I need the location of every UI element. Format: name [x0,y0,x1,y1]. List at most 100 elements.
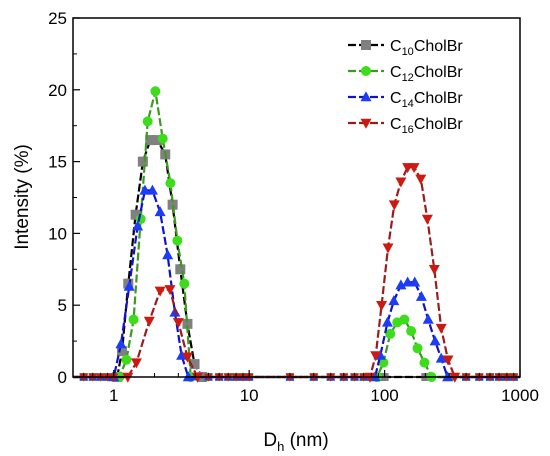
x-tick-label: 1000 [501,386,539,405]
data-point [399,314,410,325]
series-line [73,166,520,379]
data-point [182,318,193,329]
data-point [130,209,141,220]
legend-label-subscript: 12 [402,72,414,84]
data-point [165,178,176,189]
data-point [428,265,440,276]
data-point [150,86,161,97]
data-point [408,163,420,174]
legend-marker [361,66,371,76]
legend-entry: C10CholBr [348,38,463,58]
data-point [142,116,153,127]
y-axis-title: Intensity (%) [12,144,33,250]
y-tick-label: 5 [58,296,67,315]
data-point [381,316,393,327]
y-tick-label: 0 [58,368,67,387]
data-point [435,323,447,334]
legend-label-subscript: 10 [402,46,414,58]
data-point [388,200,400,211]
series-line [73,189,520,379]
data-point [130,358,142,369]
data-point [370,351,382,362]
series-10 [73,135,520,382]
data-point [382,243,394,254]
legend-entry: C14CholBr [348,90,463,110]
y-axis: 0 5 10 15 20 25 [48,9,80,387]
legend-label: C14CholBr [390,90,463,110]
data-point [152,135,163,146]
legend-label-main: C [390,64,402,81]
data-point [442,355,454,366]
legend-marker [360,118,372,129]
legend-label-rest: CholBr [414,90,464,107]
data-point [172,318,184,329]
legend-label: C16CholBr [390,116,463,136]
legend-entry: C16CholBr [348,116,463,136]
data-point [175,264,186,275]
data-point [435,352,447,363]
legend-label: C10CholBr [390,38,463,58]
data-point [406,326,417,337]
data-point [388,295,400,306]
x-axis-title-subscript: h [277,439,284,454]
legend-label: C12CholBr [390,64,463,84]
data-point [179,278,190,289]
y-tick-label: 25 [48,9,67,28]
data-point [123,280,135,291]
y-tick-label: 10 [48,224,67,243]
data-point [419,357,430,368]
data-point [162,249,174,260]
data-point [137,156,148,167]
data-point [167,199,178,210]
series-line [73,139,520,379]
data-point [157,133,168,144]
legend-label-subscript: 14 [402,98,414,110]
legend-label-main: C [390,38,402,55]
data-point [429,335,441,346]
data-point [132,220,144,231]
data-point [146,184,158,195]
legend-label-rest: CholBr [414,38,464,55]
legend-entry: C12CholBr [348,64,463,84]
y-tick-label: 20 [48,81,67,100]
x-tick-label: 1 [109,386,118,405]
x-axis-title: Dh (nm) [263,430,328,454]
legend-label-main: C [390,90,402,107]
data-point [402,276,414,287]
x-tick-label: 100 [370,386,398,405]
x-tick-label: 10 [240,386,259,405]
data-point [421,214,433,225]
data-point [172,235,183,246]
data-point [395,279,407,290]
data-point [116,346,127,357]
data-point [139,184,151,195]
legend-label-rest: CholBr [414,116,464,133]
data-point [412,343,423,354]
data-point [415,290,427,301]
x-axis: 1 10 100 1000 [72,370,539,405]
series-16 [73,163,520,383]
data-point [189,359,200,370]
legend-label-main: C [390,116,402,133]
data-point [128,314,139,325]
data-point [409,276,421,287]
data-point [176,349,188,360]
x-axis-title-main: D [263,430,277,451]
legend-marker [360,91,372,102]
legend-marker [361,40,371,50]
data-point [145,135,156,146]
data-point [385,328,396,339]
data-point [121,354,132,365]
data-point [164,285,176,296]
data-point [154,286,166,297]
legend-label-subscript: 16 [402,124,414,136]
data-point [154,206,166,217]
data-point [115,338,127,349]
data-point [376,300,388,311]
series-line [73,90,520,379]
legend-label-rest: CholBr [414,64,464,81]
data-point [422,313,434,324]
data-point [415,174,427,185]
